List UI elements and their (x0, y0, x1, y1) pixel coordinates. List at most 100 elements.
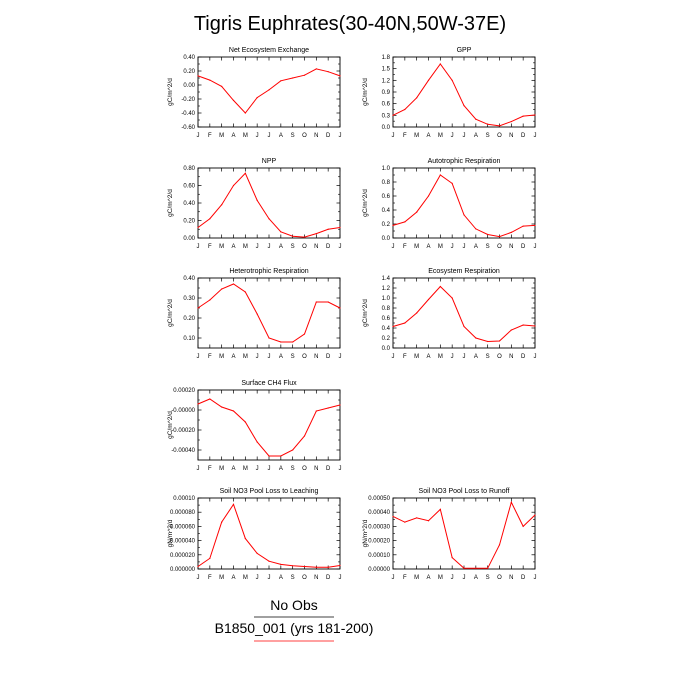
data-point (327, 566, 329, 568)
y-tick-label: 0.20 (183, 316, 195, 322)
x-tick-label: M (243, 354, 248, 360)
data-point (303, 333, 306, 335)
x-tick-label: A (279, 133, 283, 139)
x-tick-label: A (474, 133, 478, 139)
data-point (209, 557, 211, 559)
data-point (292, 235, 294, 237)
data-point (280, 231, 282, 233)
data-point (232, 410, 235, 412)
data-point (197, 403, 199, 405)
y-tick-label: -0.00040 (171, 448, 195, 454)
x-tick-label: F (208, 133, 212, 139)
data-point (487, 340, 489, 343)
x-tick-label: J (463, 133, 466, 139)
data-point (268, 560, 270, 562)
x-tick-label: S (291, 466, 295, 472)
data-point (232, 184, 235, 187)
plot-frame (392, 277, 536, 349)
x-tick-label: S (486, 133, 490, 139)
x-tick-label: A (279, 466, 283, 472)
data-point (280, 563, 282, 565)
x-tick-label: A (231, 575, 235, 581)
data-point (268, 218, 270, 220)
y-tick-label: 0.00020 (173, 388, 195, 394)
x-tick-label: J (197, 466, 200, 472)
series-line-0 (197, 172, 341, 238)
x-tick-label: D (326, 466, 331, 472)
y-tick-label: 0.4 (382, 326, 391, 332)
x-tick-label: J (256, 244, 259, 250)
x-tick-label: O (302, 466, 307, 472)
y-tick-label: 0.000080 (170, 510, 196, 516)
y-axis-label: gC/m^2/d (362, 189, 369, 217)
chart-panel-6: Surface CH4 Flux gC/m^2/d J F M A M J J A S O N D J -0.… (167, 380, 342, 472)
panel-title: Soil NO3 Pool Loss to Runoff (419, 488, 510, 495)
x-tick-label: M (243, 575, 248, 581)
x-tick-label: A (231, 466, 235, 472)
data-point (221, 288, 223, 290)
series-line-0 (392, 174, 536, 238)
data-point (404, 221, 406, 223)
y-tick-label: 1.4 (382, 276, 391, 282)
x-tick-label: M (438, 354, 443, 360)
data-point (232, 503, 235, 505)
y-tick-label: 0.00020 (368, 539, 390, 545)
series-line-0 (197, 68, 341, 114)
data-point (498, 544, 501, 546)
data-point (427, 79, 430, 81)
data-point (416, 97, 418, 99)
data-point (197, 226, 199, 229)
y-axis-label: gN/m^2/d (362, 519, 369, 547)
plot-frame (197, 497, 341, 570)
y-tick-label: -0.60 (181, 125, 195, 131)
data-point (475, 228, 477, 230)
x-tick-label: J (339, 133, 342, 139)
chart-panel-4: Heterotrophic Respiration gC/m^2/d J F M A M J J… (167, 268, 342, 360)
y-tick-label: 0.6 (382, 194, 391, 200)
data-point (487, 123, 489, 125)
x-tick-label: M (219, 466, 224, 472)
chart-panel-5: Ecosystem Respiration gC/m^2/d J F M A M J J A S O N… (362, 268, 537, 360)
x-tick-label: S (486, 244, 490, 250)
y-tick-label: 0.000020 (170, 553, 196, 559)
panel-title: Heterotrophic Respiration (229, 268, 308, 275)
data-point (439, 174, 441, 176)
x-tick-label: J (268, 244, 271, 250)
series-line-0 (392, 285, 536, 343)
data-point (416, 312, 418, 314)
x-tick-label: O (497, 575, 502, 581)
data-point (498, 125, 501, 127)
y-tick-label: 0.2 (382, 222, 391, 228)
data-point (303, 565, 306, 568)
x-tick-label: D (326, 133, 331, 139)
data-point (256, 97, 258, 99)
data-point (451, 79, 453, 81)
y-tick-label: 0.000060 (170, 524, 196, 530)
data-point (427, 298, 430, 301)
x-tick-label: N (509, 575, 513, 581)
data-point (280, 80, 282, 82)
data-point (244, 172, 246, 174)
x-tick-label: J (392, 575, 395, 581)
panel-title: Net Ecosystem Exchange (229, 47, 309, 54)
x-tick-label: M (219, 575, 224, 581)
data-point (339, 226, 341, 229)
x-tick-label: D (521, 575, 526, 581)
x-tick-label: J (451, 575, 454, 581)
data-point (244, 421, 246, 423)
x-tick-label: J (197, 133, 200, 139)
y-tick-label: 0.000000 (170, 567, 196, 573)
data-point (339, 75, 341, 77)
x-tick-label: S (486, 575, 490, 581)
x-tick-label: D (326, 244, 331, 250)
data-point (475, 118, 477, 120)
series-line-0 (197, 283, 341, 343)
x-tick-label: N (509, 354, 513, 360)
data-point (439, 285, 441, 288)
y-tick-label: -0.00020 (171, 428, 195, 434)
data-point (463, 325, 465, 328)
panel-title: Surface CH4 Flux (241, 380, 297, 387)
data-point (439, 63, 441, 65)
